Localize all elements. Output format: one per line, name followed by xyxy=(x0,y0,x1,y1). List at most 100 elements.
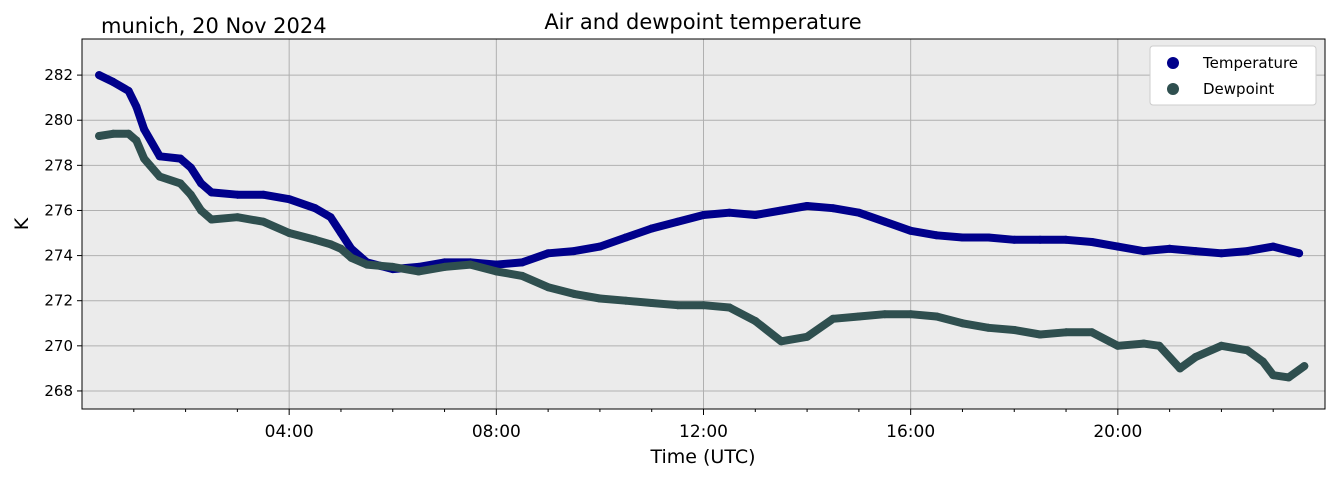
dewpoint-point xyxy=(95,132,104,140)
dewpoint-point xyxy=(829,314,837,323)
dewpoint-point xyxy=(233,213,242,222)
temperature-point xyxy=(544,249,553,258)
dewpoint-point xyxy=(132,136,141,145)
y-tick-label: 280 xyxy=(44,111,73,129)
temperature-point xyxy=(140,125,149,134)
temperature-point xyxy=(337,229,345,237)
temperature-point xyxy=(1269,242,1278,251)
dewpoint-point xyxy=(1155,341,1164,350)
dewpoint-point xyxy=(699,301,708,310)
dewpoint-point xyxy=(595,294,604,303)
temperature-point xyxy=(1036,235,1045,244)
y-axis-label: K xyxy=(11,217,33,230)
temperature-point xyxy=(777,206,786,215)
temperature-point xyxy=(1243,247,1252,256)
dewpoint-point xyxy=(621,296,630,305)
temperature-point xyxy=(492,260,501,269)
dewpoint-point xyxy=(1113,341,1122,350)
dewpoint-point xyxy=(311,235,320,244)
dewpoint-point xyxy=(1284,373,1293,382)
temperature-point xyxy=(829,204,837,213)
dewpoint-point xyxy=(186,190,195,199)
dewpoint-point xyxy=(854,312,863,321)
temperature-point xyxy=(1010,235,1019,244)
dewpoint-point xyxy=(326,240,335,249)
series xyxy=(95,71,1309,382)
dewpoint-point xyxy=(1243,346,1252,355)
temperature-point xyxy=(197,179,206,188)
temperature-point xyxy=(109,77,118,86)
dewpoint-point xyxy=(337,244,345,253)
temperature-point xyxy=(259,190,268,199)
temperature-point xyxy=(95,71,104,80)
dewpoint-point xyxy=(777,337,786,346)
dewpoint-point xyxy=(197,206,206,215)
dewpoint-point xyxy=(347,253,356,262)
dewpoint-point xyxy=(647,299,656,307)
temperature-point xyxy=(233,190,242,199)
dewpoint-point xyxy=(207,215,216,224)
temperature-point xyxy=(1295,249,1304,258)
chart-title: Air and dewpoint temperature xyxy=(544,10,861,34)
temperature-point xyxy=(751,211,760,219)
dewpoint-point xyxy=(984,323,993,332)
location-label: munich, 20 Nov 2024 xyxy=(101,14,327,38)
temperature-point xyxy=(621,233,630,242)
temperature-point xyxy=(906,226,915,235)
temperature-point xyxy=(132,102,141,111)
dewpoint-point xyxy=(751,317,760,325)
dewpoint-point xyxy=(544,283,553,292)
temperature-point xyxy=(673,217,682,226)
dewpoint-point xyxy=(440,262,449,271)
temperature-point xyxy=(725,208,734,217)
legend-box xyxy=(1149,45,1317,106)
dewpoint-point xyxy=(414,267,423,276)
dewpoint-point xyxy=(388,262,397,271)
temperature-point xyxy=(854,208,863,217)
legend-marker-dewpoint xyxy=(1167,83,1179,95)
x-axis: 04:00 08:00 12:00 16:00 20:00 xyxy=(133,409,1274,442)
dewpoint-point xyxy=(1087,328,1096,337)
dewpoint-point xyxy=(1300,362,1309,371)
temperature-point xyxy=(1113,242,1122,251)
dewpoint-point xyxy=(803,332,812,341)
dewpoint-point xyxy=(1036,330,1045,339)
temperature-point xyxy=(311,204,320,213)
temperature-point xyxy=(932,231,941,240)
dewpoint-point xyxy=(1010,326,1019,334)
y-tick-label: 270 xyxy=(44,337,73,355)
dewpoint-point xyxy=(1176,364,1184,373)
dewpoint-point xyxy=(570,289,578,298)
y-tick-label: 276 xyxy=(44,201,73,219)
grid xyxy=(82,39,1325,409)
dewpoint-point xyxy=(880,310,889,319)
temperature-point xyxy=(803,202,812,210)
x-tick-label: 20:00 xyxy=(1093,422,1142,442)
temperature-point xyxy=(1062,235,1070,244)
dewpoint-point xyxy=(1139,339,1148,348)
y-tick-label: 272 xyxy=(44,292,73,310)
temperature-point xyxy=(186,163,195,172)
y-tick-label: 278 xyxy=(44,156,73,174)
dewpoint-point xyxy=(1191,353,1200,362)
legend: Temperature Dewpoint xyxy=(1149,45,1317,106)
x-tick-label: 04:00 xyxy=(265,422,314,442)
temperature-point xyxy=(1139,247,1148,256)
y-tick-label: 282 xyxy=(44,66,73,84)
dewpoint-point xyxy=(932,312,941,321)
legend-label-temperature: Temperature xyxy=(1202,54,1298,72)
dewpoint-point xyxy=(518,271,527,280)
legend-label-dewpoint: Dewpoint xyxy=(1203,80,1274,98)
dewpoint-point xyxy=(1269,371,1278,380)
dewpoint-point xyxy=(176,179,185,188)
dewpoint-point xyxy=(1217,341,1226,350)
x-tick-label: 08:00 xyxy=(472,422,521,442)
x-axis-label: Time (UTC) xyxy=(649,446,755,468)
dewpoint-point xyxy=(1258,357,1267,366)
dewpoint-point xyxy=(673,301,682,310)
dewpoint-point xyxy=(259,217,268,226)
temperature-point xyxy=(285,195,294,204)
temperature-point xyxy=(647,224,656,233)
temperature-point xyxy=(1165,244,1174,253)
